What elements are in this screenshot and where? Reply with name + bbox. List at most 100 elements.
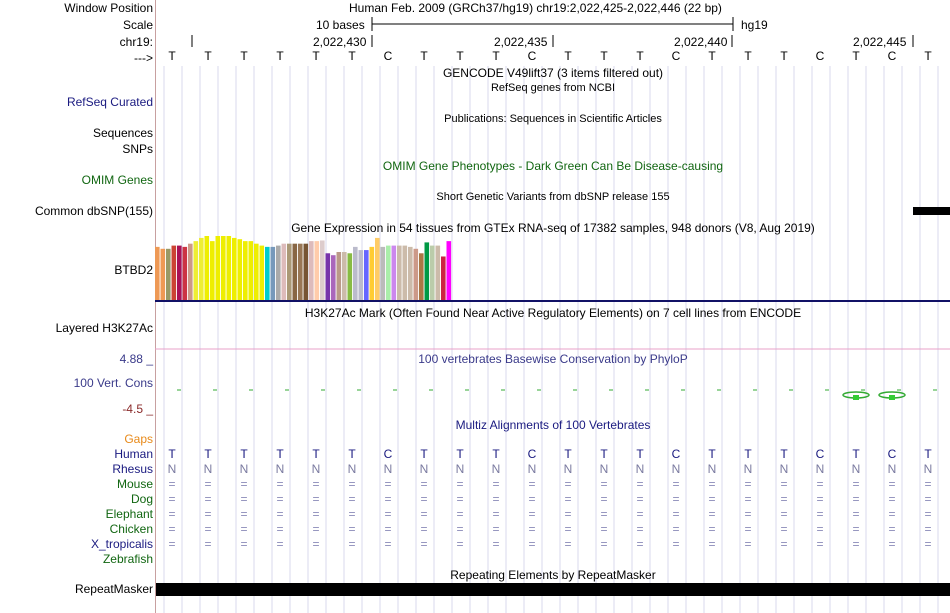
rhesus-base: N [635,462,645,476]
gtex-bar [309,241,314,300]
gtex-bar [237,239,243,300]
multiz-title[interactable]: Multiz Alignments of 100 Vertebrates [455,418,651,432]
scale-label: Scale [122,18,153,32]
publications-title[interactable]: Publications: Sequences in Scientific Ar… [444,113,662,125]
sequence-base: T [636,49,644,63]
sequence-base: T [240,49,248,63]
gtex-bar [402,245,408,300]
rhesus-base: N [671,462,681,476]
gtex-bar [298,243,303,300]
sequence-base: T [492,49,500,63]
gtex-bar [182,246,188,300]
human-label: Human [114,447,153,461]
mouse-match: = [456,477,464,491]
dbsnp-label[interactable]: Common dbSNP(155) [34,204,153,218]
xtrop-match: = [924,537,932,551]
refseq-label[interactable]: RefSeq Curated [66,95,153,109]
mouse-match: = [600,477,608,491]
elephant-match: = [348,507,356,521]
gtex-bar [375,237,380,300]
chicken-match: = [168,522,176,536]
phylop-peak-bar [889,395,895,400]
window-position-label: Window Position [64,1,153,15]
xtrop-match: = [708,537,716,551]
gtex-bar [232,237,237,300]
dog-match: = [780,492,788,506]
human-base: T [276,447,284,461]
mouse-match: = [528,477,536,491]
rhesus-base: N [347,462,357,476]
phylop-label[interactable]: 100 Vert. Cons [73,376,153,390]
chicken-match: = [384,522,392,536]
human-base: C [671,447,681,461]
assembly-label: hg19 [741,18,768,32]
sequence-base: T [456,49,464,63]
gtex-gene-label[interactable]: BTBD2 [114,263,153,277]
gencode-title[interactable]: GENCODE V49lift37 (3 items filtered out) [442,66,664,80]
gtex-bar [287,243,292,300]
human-base: T [708,447,716,461]
h3k27ac-title[interactable]: H3K27Ac Mark (Often Found Near Active Re… [304,306,802,320]
sequences-label[interactable]: Sequences [92,126,153,140]
rhesus-base: N [707,462,717,476]
mouse-match: = [240,477,248,491]
xtrop-match: = [240,537,248,551]
phylop-title[interactable]: 100 vertebrates Basewise Conservation by… [418,352,688,366]
xtrop-match: = [528,537,536,551]
gtex-bar [331,255,336,300]
dog-match: = [240,492,248,506]
rhesus-base: N [491,462,501,476]
coord-label: 2,022,430 [313,35,367,49]
elephant-match: = [600,507,608,521]
xtrop-match: = [888,537,896,551]
gtex-bar [314,241,320,300]
xtrop-match: = [816,537,824,551]
sequence-base: C [671,49,681,63]
snps-label[interactable]: SNPs [122,142,153,156]
human-base: C [527,447,537,461]
dog-match: = [816,492,824,506]
mouse-match: = [888,477,896,491]
gtex-bar [193,241,199,300]
rhesus-base: N [887,462,897,476]
refseq-subtitle[interactable]: RefSeq genes from NCBI [490,82,616,94]
sequence-base: C [815,49,825,63]
omim-title[interactable]: OMIM Gene Phenotypes - Dark Green Can Be… [382,159,724,173]
gtex-bar [424,242,430,300]
elephant-match: = [924,507,932,521]
dog-match: = [168,492,176,506]
rhesus-base: N [383,462,393,476]
dog-match: = [276,492,284,506]
chicken-match: = [312,522,320,536]
mouse-match: = [348,477,356,491]
h3k27ac-label[interactable]: Layered H3K27Ac [55,321,153,335]
phylop-peak-bar [853,395,859,400]
xtrop-match: = [672,537,680,551]
gtex-bar [265,246,270,300]
repeatmasker-label[interactable]: RepeatMasker [74,582,153,596]
gaps-label: Gaps [124,432,153,446]
gtex-bar [204,236,210,300]
gtex-bar [347,253,353,300]
mouse-match: = [420,477,428,491]
xtrop-match: = [744,537,752,551]
gtex-title[interactable]: Gene Expression in 54 tissues from GTEx … [291,221,815,235]
elephant-match: = [636,507,644,521]
human-base: T [312,447,320,461]
gtex-bar [446,241,452,300]
repeatmasker-title[interactable]: Repeating Elements by RepeatMasker [450,568,656,582]
omim-label[interactable]: OMIM Genes [81,173,153,187]
rhesus-base: N [815,462,825,476]
short-variants-title[interactable]: Short Genetic Variants from dbSNP releas… [436,191,670,203]
elephant-match: = [672,507,680,521]
elephant-match: = [816,507,824,521]
dog-match: = [600,492,608,506]
sequence-base: T [708,49,716,63]
elephant-match: = [852,507,860,521]
xtrop-match: = [312,537,320,551]
rhesus-base: N [203,462,213,476]
chicken-match: = [240,522,248,536]
mouse-match: = [312,477,320,491]
rhesus-base: N [779,462,789,476]
human-base: T [420,447,428,461]
